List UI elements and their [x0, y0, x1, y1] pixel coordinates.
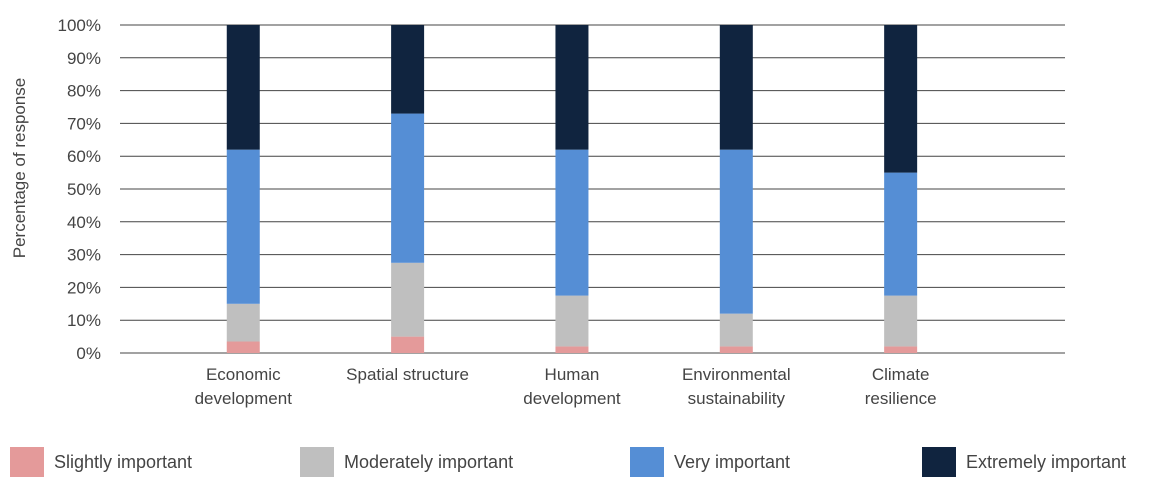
legend-swatch-slightly-important — [10, 447, 44, 477]
y-axis-ticks: 0% 10% 20% 30% 40% 50% 60% 70% 80% 90% 100% — [58, 16, 101, 363]
bar-segment-slightly-important — [884, 346, 918, 353]
y-tick-label: 70% — [67, 114, 101, 133]
legend-label: Slightly important — [54, 451, 193, 472]
y-axis-label: Percentage of response — [10, 78, 29, 259]
legend-swatch-extremely-important — [922, 447, 956, 477]
legend-item-slightly-important: Slightly important — [10, 446, 192, 478]
stacked-bar-chart: 0% 10% 20% 30% 40% 50% 60% 70% 80% 90% 100% Econom… — [10, 16, 1065, 408]
bar-segment-very-important — [555, 149, 589, 296]
y-tick-label: 20% — [67, 278, 101, 297]
bar-segment-extremely-important — [555, 25, 589, 150]
y-tick-label: 90% — [67, 49, 101, 68]
y-tick-label: 0% — [76, 344, 101, 363]
gridlines — [120, 24, 1065, 354]
legend-label: Very important — [674, 451, 791, 472]
bar-segment-extremely-important — [226, 25, 260, 150]
legend-item-very-important: Very important — [630, 446, 790, 478]
bar-segment-very-important — [719, 149, 753, 314]
bar-segment-very-important — [226, 149, 260, 304]
legend-swatch-very-important — [630, 447, 664, 477]
y-tick-label: 80% — [67, 82, 101, 101]
legend: Slightly important Moderately important … — [0, 446, 1158, 478]
bar-segment-extremely-important — [719, 25, 753, 150]
x-tick-label: Human development — [523, 365, 621, 408]
bar-segment-moderately-important — [391, 262, 425, 337]
bar-segment-very-important — [884, 172, 918, 296]
legend-label: Extremely important — [966, 451, 1127, 472]
bar-segment-extremely-important — [391, 25, 425, 114]
bar-segment-slightly-important — [555, 346, 589, 353]
bar-segment-slightly-important — [226, 341, 260, 353]
x-tick-label: Economic development — [195, 365, 293, 408]
legend-swatch-moderately-important — [300, 447, 334, 477]
y-tick-label: 40% — [67, 213, 101, 232]
legend-label: Moderately important — [344, 451, 514, 472]
y-tick-label: 30% — [67, 246, 101, 265]
x-axis-ticks: Economic development Spatial structure Huma… — [195, 365, 937, 408]
bar-segment-moderately-important — [884, 295, 918, 347]
x-tick-label: Climate resilience — [865, 365, 937, 408]
y-tick-label: 60% — [67, 147, 101, 166]
legend-item-extremely-important: Extremely important — [922, 446, 1126, 478]
bar-segment-very-important — [391, 113, 425, 263]
x-tick-label: Environmental sustainability — [682, 365, 791, 408]
y-tick-label: 100% — [58, 16, 101, 35]
y-tick-label: 10% — [67, 311, 101, 330]
bar-segment-slightly-important — [391, 336, 425, 353]
bar-segment-moderately-important — [226, 303, 260, 342]
legend-item-moderately-important: Moderately important — [300, 446, 513, 478]
bars — [226, 25, 918, 353]
y-tick-label: 50% — [67, 180, 101, 199]
bar-segment-moderately-important — [555, 295, 589, 347]
bar-segment-extremely-important — [884, 25, 918, 173]
x-tick-label: Spatial structure — [346, 365, 469, 384]
bar-segment-moderately-important — [719, 313, 753, 347]
bar-segment-slightly-important — [719, 346, 753, 353]
